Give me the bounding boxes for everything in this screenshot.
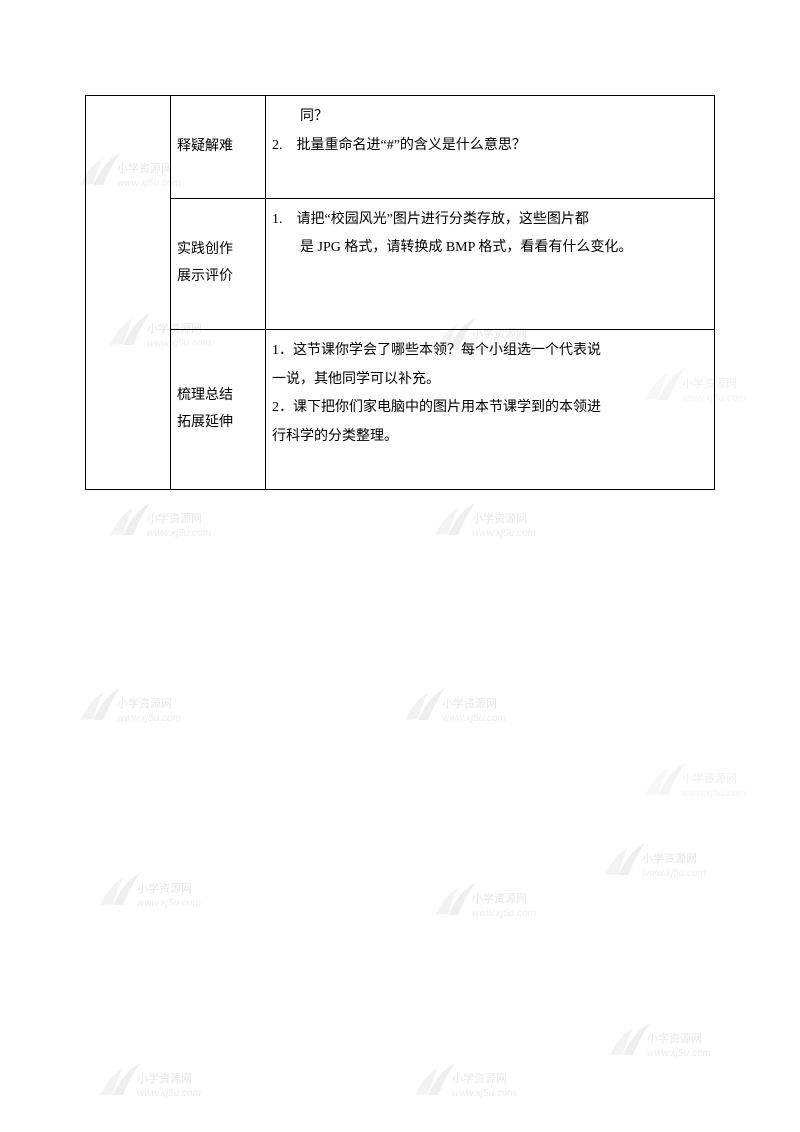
svg-text:小学资源网: 小学资源网: [682, 771, 737, 785]
svg-text:小学资源网: 小学资源网: [472, 891, 527, 905]
content-text: 行科学的分类整理。: [272, 424, 708, 451]
watermark-icon: 小学资源网 www.xj5u.com: [400, 685, 530, 735]
svg-text:www.xj5u.com: www.xj5u.com: [442, 713, 506, 724]
content-cell: 1．这节课你学会了哪些本领？每个小组选一个代表说 一说，其他同学可以补充。 2．…: [266, 330, 715, 490]
row-label-cell: 释疑解难: [171, 96, 266, 199]
content-text: 同？: [272, 104, 708, 131]
content-text: 一说，其他同学可以补充。: [272, 367, 708, 394]
label-text: 梳理总结: [177, 388, 233, 403]
watermark-icon: 小学资源网 www.xj5u.com: [95, 1060, 225, 1110]
row-label-cell: 实践创作 展示评价: [171, 198, 266, 329]
watermark-icon: 小学资源网 www.xj5u.com: [640, 760, 770, 810]
content-text: 1. 请把“校园风光”图片进行分类存放，这些图片都: [272, 207, 708, 234]
label-text: 拓展延伸: [177, 415, 233, 430]
svg-text:www.xj5u.com: www.xj5u.com: [117, 713, 181, 724]
content-spacer: [272, 453, 708, 480]
content-spacer: [272, 264, 708, 291]
svg-text:小学资源网: 小学资源网: [442, 696, 497, 710]
empty-cell: [86, 96, 171, 490]
svg-text:小学资源网: 小学资源网: [452, 1071, 507, 1085]
content-text: 2. 批量重命名进“#”的含义是什么意思？: [272, 133, 708, 160]
svg-text:小学资源网: 小学资源网: [137, 1071, 192, 1085]
svg-text:小学资源网: 小学资源网: [137, 881, 192, 895]
watermark-icon: 小学资源网 www.xj5u.com: [95, 870, 225, 920]
content-text: 2．课下把你们家电脑中的图片用本节课学到的本领进: [272, 395, 708, 422]
svg-text:www.xj5u.com: www.xj5u.com: [472, 908, 536, 919]
svg-text:小学资源网: 小学资源网: [642, 851, 697, 865]
label-text: 释疑解难: [177, 139, 233, 154]
content-text: 1．这节课你学会了哪些本领？每个小组选一个代表说: [272, 338, 708, 365]
watermark-icon: 小学资源网 www.xj5u.com: [75, 685, 205, 735]
content-cell: 同？ 2. 批量重命名进“#”的含义是什么意思？: [266, 96, 715, 199]
svg-text:小学资源网: 小学资源网: [117, 696, 172, 710]
table-row: 释疑解难 同？ 2. 批量重命名进“#”的含义是什么意思？: [86, 96, 715, 199]
svg-text:www.xj5u.com: www.xj5u.com: [452, 1088, 516, 1099]
svg-text:www.xj5u.com: www.xj5u.com: [137, 898, 201, 909]
label-text: 实践创作: [177, 242, 233, 257]
table-row: 梳理总结 拓展延伸 1．这节课你学会了哪些本领？每个小组选一个代表说 一说，其他…: [86, 330, 715, 490]
watermark-icon: 小学资源网 www.xj5u.com: [605, 1020, 735, 1070]
svg-text:www.xj5u.com: www.xj5u.com: [642, 868, 706, 879]
watermark-icon: 小学资源网 www.xj5u.com: [600, 840, 730, 890]
svg-text:www.xj5u.com: www.xj5u.com: [137, 1088, 201, 1099]
content-cell: 1. 请把“校园风光”图片进行分类存放，这些图片都 是 JPG 格式，请转换成 …: [266, 198, 715, 329]
svg-text:www.xj5u.com: www.xj5u.com: [647, 1048, 711, 1059]
svg-text:www.xj5u.com: www.xj5u.com: [682, 788, 746, 799]
watermark-icon: 小学资源网 www.xj5u.com: [430, 880, 560, 930]
content-spacer: [272, 293, 708, 320]
watermark-icon: 小学资源网 www.xj5u.com: [410, 1060, 540, 1110]
content-text: 是 JPG 格式，请转换成 BMP 格式，看看有什么变化。: [272, 235, 708, 262]
row-label-cell: 梳理总结 拓展延伸: [171, 330, 266, 490]
lesson-plan-table: 释疑解难 同？ 2. 批量重命名进“#”的含义是什么意思？ 实践创作 展示评价 …: [85, 95, 715, 490]
table-row: 实践创作 展示评价 1. 请把“校园风光”图片进行分类存放，这些图片都 是 JP…: [86, 198, 715, 329]
content-spacer: [272, 161, 708, 188]
svg-text:小学资源网: 小学资源网: [647, 1031, 702, 1045]
label-text: 展示评价: [177, 269, 233, 284]
